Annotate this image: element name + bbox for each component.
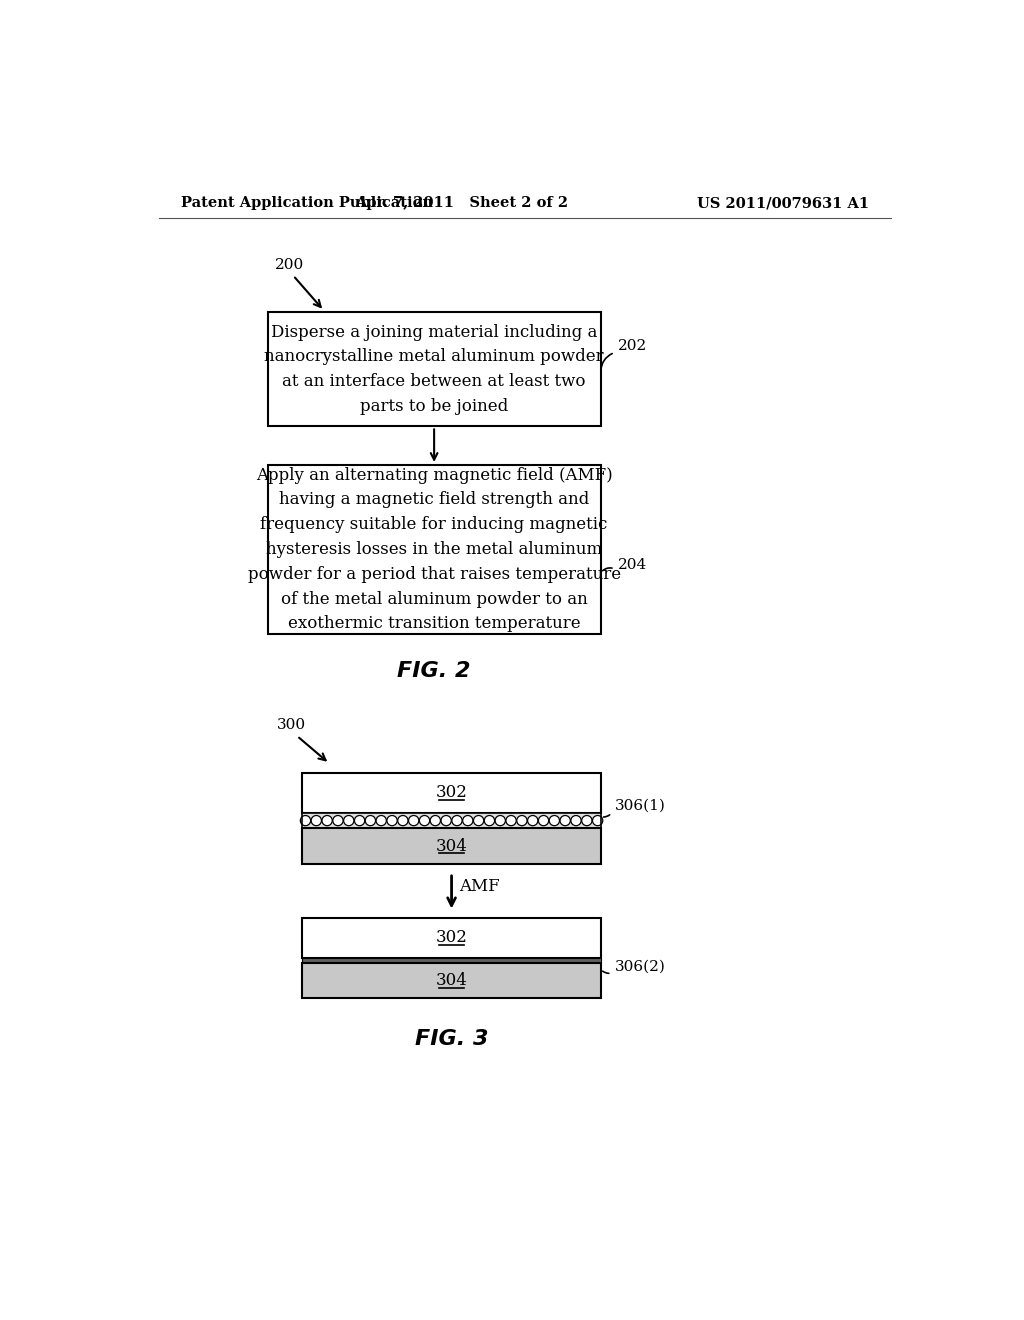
- Text: AMF: AMF: [460, 878, 500, 895]
- Circle shape: [409, 816, 419, 826]
- Text: 304: 304: [435, 837, 468, 854]
- Circle shape: [506, 816, 516, 826]
- FancyBboxPatch shape: [302, 829, 601, 863]
- Text: 302: 302: [435, 784, 468, 801]
- Text: Patent Application Publication: Patent Application Publication: [180, 197, 433, 210]
- FancyBboxPatch shape: [267, 465, 601, 635]
- Circle shape: [484, 816, 495, 826]
- Text: US 2011/0079631 A1: US 2011/0079631 A1: [696, 197, 869, 210]
- Circle shape: [517, 816, 527, 826]
- Circle shape: [463, 816, 473, 826]
- FancyBboxPatch shape: [302, 813, 601, 829]
- Circle shape: [430, 816, 440, 826]
- Circle shape: [527, 816, 538, 826]
- Circle shape: [593, 816, 603, 826]
- Text: Apply an alternating magnetic field (AMF)
having a magnetic field strength and
f: Apply an alternating magnetic field (AMF…: [248, 467, 621, 632]
- Text: 300: 300: [276, 718, 306, 733]
- Circle shape: [300, 816, 310, 826]
- Text: 200: 200: [275, 257, 304, 272]
- Text: 204: 204: [617, 558, 647, 572]
- Circle shape: [354, 816, 365, 826]
- Text: FIG. 2: FIG. 2: [397, 661, 471, 681]
- Circle shape: [539, 816, 549, 826]
- Text: Apr. 7, 2011   Sheet 2 of 2: Apr. 7, 2011 Sheet 2 of 2: [354, 197, 568, 210]
- FancyBboxPatch shape: [302, 917, 601, 958]
- Circle shape: [387, 816, 397, 826]
- Circle shape: [344, 816, 354, 826]
- Circle shape: [473, 816, 483, 826]
- FancyBboxPatch shape: [302, 774, 601, 813]
- FancyBboxPatch shape: [302, 964, 601, 998]
- Circle shape: [582, 816, 592, 826]
- Circle shape: [397, 816, 408, 826]
- Circle shape: [570, 816, 582, 826]
- FancyBboxPatch shape: [302, 958, 601, 964]
- Circle shape: [333, 816, 343, 826]
- Text: 304: 304: [435, 973, 468, 989]
- Circle shape: [452, 816, 462, 826]
- Circle shape: [441, 816, 452, 826]
- Circle shape: [560, 816, 570, 826]
- Circle shape: [322, 816, 332, 826]
- Circle shape: [311, 816, 322, 826]
- Text: 306(2): 306(2): [614, 960, 666, 974]
- Circle shape: [420, 816, 430, 826]
- FancyBboxPatch shape: [267, 313, 601, 426]
- Text: 302: 302: [435, 929, 468, 946]
- Circle shape: [549, 816, 559, 826]
- Text: FIG. 3: FIG. 3: [415, 1028, 488, 1048]
- Circle shape: [376, 816, 386, 826]
- Text: 306(1): 306(1): [614, 799, 666, 812]
- Circle shape: [366, 816, 376, 826]
- Text: Disperse a joining material including a
nanocrystalline metal aluminum powder
at: Disperse a joining material including a …: [264, 323, 604, 414]
- Circle shape: [496, 816, 506, 826]
- Text: 202: 202: [617, 339, 647, 354]
